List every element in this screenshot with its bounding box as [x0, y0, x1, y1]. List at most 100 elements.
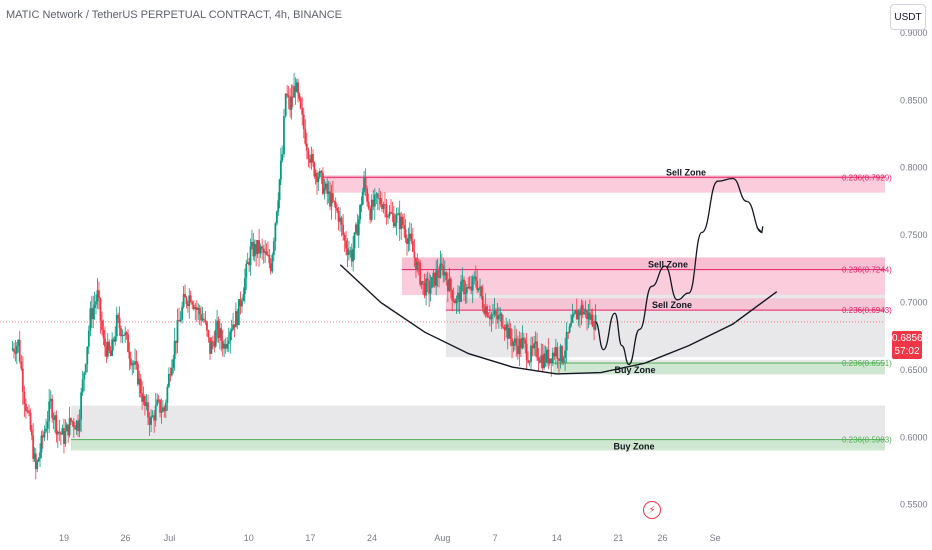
candle-body — [142, 395, 145, 402]
candle-body — [554, 347, 557, 357]
candle-body — [117, 315, 120, 319]
candle-body — [367, 201, 370, 209]
candle-body — [147, 402, 149, 418]
candle-body — [163, 407, 166, 412]
candle-body — [87, 330, 90, 347]
candle-body — [239, 299, 242, 307]
candle-body — [124, 332, 127, 336]
candle-body — [493, 311, 496, 315]
candle-body — [121, 334, 124, 337]
candle-body — [439, 263, 442, 278]
candle-body — [528, 361, 531, 363]
candle-body — [246, 262, 249, 264]
candle-body — [125, 332, 128, 335]
candle-body — [164, 402, 167, 412]
candle-body — [226, 343, 229, 349]
candle-body — [204, 320, 207, 323]
candle-body — [98, 290, 100, 299]
candle-body — [297, 82, 299, 94]
candle-body — [496, 315, 499, 320]
zone-label: Buy Zone — [613, 442, 654, 452]
candle-body — [378, 198, 381, 200]
candle-body — [255, 244, 258, 254]
candle-body — [271, 254, 274, 272]
candle-body — [206, 322, 208, 331]
y-tick-label: 0.9000 — [900, 28, 928, 38]
candle-body — [353, 232, 356, 249]
candle-body — [188, 295, 191, 307]
candle-body — [558, 358, 560, 361]
candle-body — [521, 337, 524, 349]
candle-body — [468, 286, 471, 288]
candle-body — [286, 93, 289, 96]
support-arc — [339, 264, 778, 375]
candle-body — [108, 341, 111, 351]
currency-button[interactable]: USDT — [890, 4, 926, 30]
candle-body — [593, 326, 595, 330]
candle-body — [400, 216, 403, 230]
candle-body — [410, 233, 413, 242]
candle-body — [375, 193, 378, 195]
last-price-tag: 0.6856 57:02 — [892, 331, 923, 359]
candle-body — [346, 248, 349, 255]
candle-body — [179, 319, 182, 322]
y-axis: 0.9000 0.8500 0.8000 0.7500 0.7000 0.6500 0.60… — [900, 28, 928, 510]
candle-body — [93, 304, 96, 308]
candle-body — [452, 300, 455, 302]
candle-body — [363, 177, 365, 192]
candle-body — [99, 298, 102, 321]
candle-body — [40, 435, 43, 453]
candle-body — [384, 204, 386, 206]
candle-body — [343, 235, 346, 241]
candle-body — [274, 223, 277, 242]
candle-body — [564, 350, 567, 358]
candle-body — [106, 341, 109, 357]
candle-body — [320, 171, 323, 173]
y-tick-label: 0.8500 — [900, 95, 928, 105]
candle-body — [233, 324, 236, 328]
zone-level-label: 0.236(0.5983) — [842, 436, 892, 445]
candle-body — [331, 193, 334, 201]
candle-body — [241, 300, 243, 307]
candle-body — [112, 339, 115, 342]
y-tick-label: 0.5500 — [900, 500, 928, 510]
candle-body — [527, 360, 529, 363]
candle-body — [265, 251, 268, 255]
candle-body — [90, 308, 93, 320]
candle-body — [484, 306, 487, 314]
candle-body — [189, 295, 192, 303]
candle-body — [497, 314, 500, 320]
candle-body — [153, 415, 156, 421]
candle-body — [131, 363, 134, 366]
candle-body — [129, 358, 132, 366]
candle-body — [463, 279, 465, 295]
candle-body — [445, 272, 448, 281]
zone-level-label: 0.236(0.7244) — [842, 266, 892, 275]
candle-body — [326, 183, 329, 194]
x-tick-label: Aug — [434, 533, 450, 543]
candle-body — [243, 278, 246, 295]
x-tick-label: 10 — [244, 533, 254, 543]
candle-body — [342, 224, 345, 236]
candle-body — [29, 412, 32, 430]
candle-body — [310, 154, 313, 163]
candle-body — [373, 194, 376, 207]
candle-body — [122, 334, 125, 336]
x-tick-label: 21 — [613, 533, 623, 543]
candle-body — [372, 199, 375, 207]
candle-body — [394, 222, 397, 227]
candle-body — [586, 310, 588, 320]
lightning-icon[interactable]: ⚡ — [643, 501, 661, 519]
candle-body — [55, 415, 58, 435]
candle-body — [568, 326, 571, 333]
candle-body — [21, 368, 24, 392]
x-tick-label: 7 — [493, 533, 498, 543]
candle-body — [173, 340, 176, 360]
candle-body — [458, 292, 461, 302]
candle-body — [591, 314, 594, 327]
candle-body — [175, 340, 177, 344]
candle-body — [457, 292, 459, 300]
candles-layer — [11, 72, 597, 480]
candle-body — [390, 211, 392, 213]
